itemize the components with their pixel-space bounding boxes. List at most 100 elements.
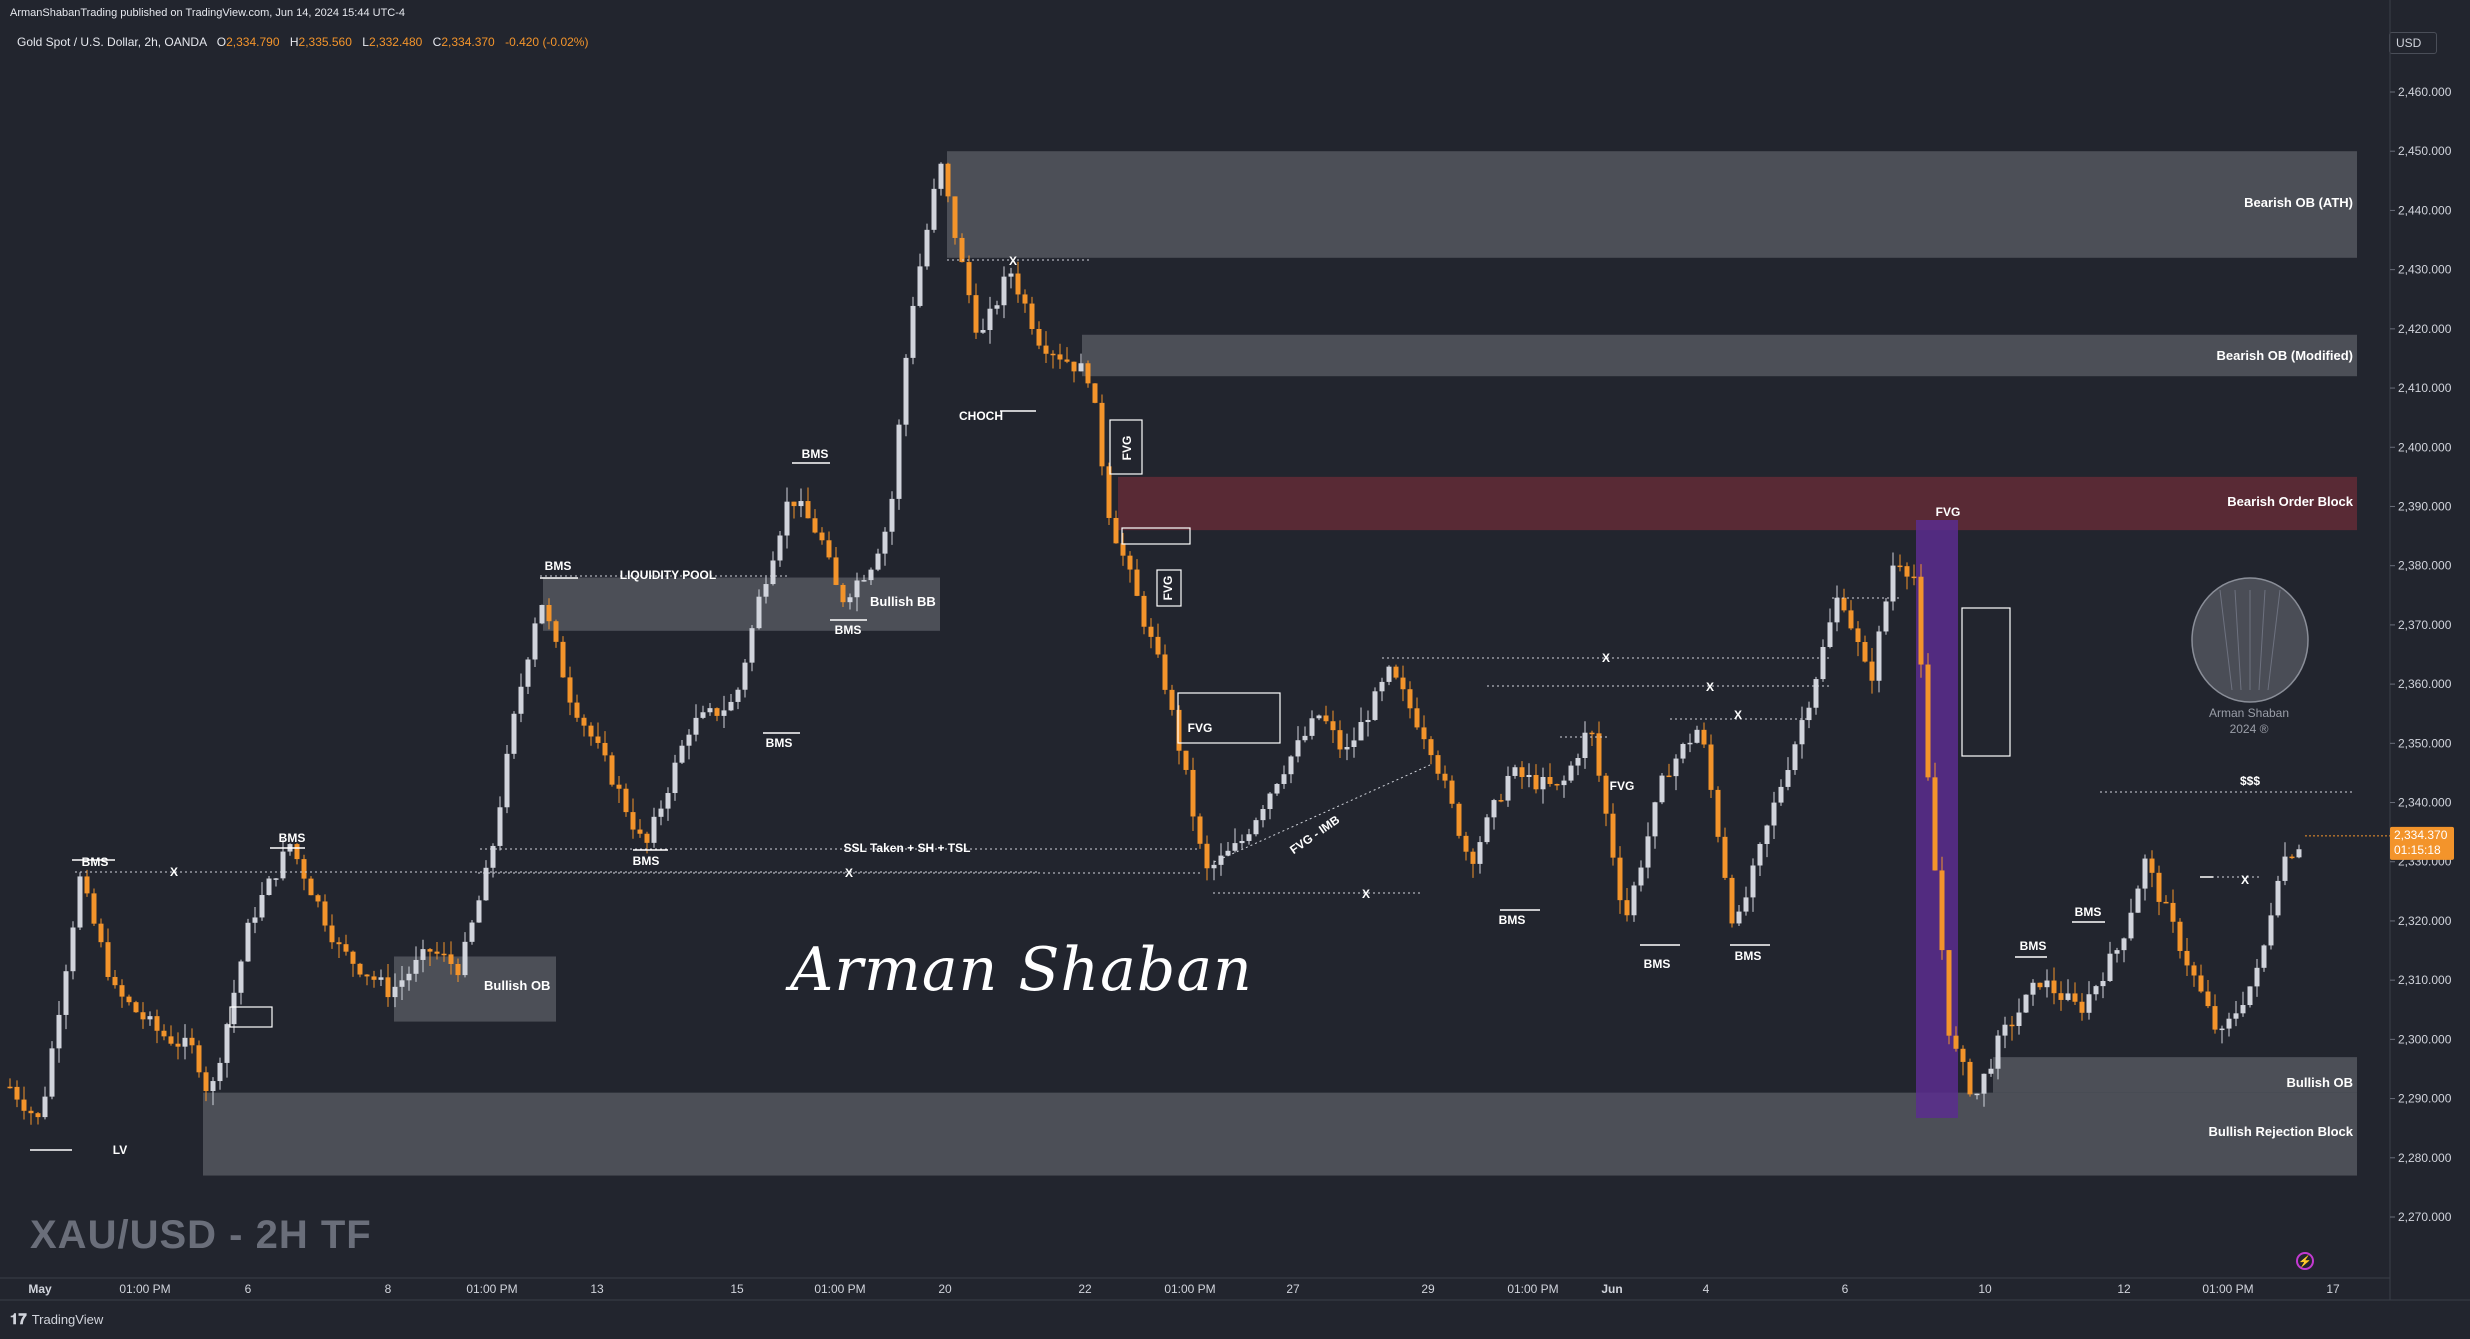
candle-body: [742, 662, 748, 690]
candle-body: [1106, 466, 1112, 518]
candle: [826, 531, 832, 560]
candle: [385, 964, 391, 1007]
candle-body: [154, 1016, 160, 1031]
candle: [301, 854, 307, 891]
candle: [637, 819, 643, 838]
candle-body: [1071, 361, 1077, 372]
candle-body: [1799, 720, 1805, 745]
candle: [1603, 772, 1609, 827]
candle-body: [1428, 739, 1434, 756]
y-tick-label: 2,270.000: [2398, 1210, 2452, 1224]
candle: [1687, 733, 1693, 753]
candle-body: [1988, 1068, 1994, 1074]
candle-body: [483, 867, 489, 901]
annotation-bms: BMS: [766, 736, 793, 750]
candle: [1526, 763, 1532, 788]
candle: [378, 969, 384, 987]
brand-brain-icon-line: [2219, 589, 2233, 691]
lightning-icon[interactable]: ⚡: [2296, 1252, 2314, 1270]
candle-body: [1043, 345, 1049, 354]
candle: [1701, 722, 1707, 749]
candle: [2275, 875, 2281, 918]
candle-body: [1764, 825, 1770, 844]
change-value: -0.420 (-0.02%): [505, 35, 589, 49]
candle: [1421, 715, 1427, 750]
candle-body: [2016, 1012, 2022, 1027]
ohlc-legend: Gold Spot / U.S. Dollar, 2h, OANDA O2,33…: [17, 35, 588, 49]
candle-body: [1673, 758, 1679, 777]
tradingview-footer[interactable]: 𝟏𝟕 TradingView: [10, 1311, 103, 1328]
candle-body: [973, 295, 979, 333]
candle: [105, 928, 111, 981]
candle: [1953, 1026, 1959, 1052]
candle: [1029, 296, 1035, 335]
candle-body: [42, 1096, 48, 1118]
candle: [1827, 608, 1833, 649]
candle-body: [266, 878, 272, 896]
candle: [1911, 564, 1917, 586]
zone-label: Bearish OB (Modified): [2216, 348, 2353, 363]
candle-body: [1288, 756, 1294, 775]
candle-body: [294, 844, 300, 860]
candle-body: [1092, 383, 1098, 403]
candle: [889, 491, 895, 545]
candle: [1897, 554, 1903, 572]
candle-body: [1953, 1035, 1959, 1049]
candle-body: [889, 498, 895, 532]
candle: [2282, 842, 2288, 886]
x-tick-label: 27: [1286, 1282, 1300, 1296]
candle: [434, 941, 440, 960]
candle: [1757, 842, 1763, 877]
candle: [1498, 793, 1504, 803]
candle-body: [917, 266, 923, 306]
candle: [1183, 750, 1189, 775]
candle-body: [987, 308, 993, 331]
candle: [917, 253, 923, 308]
candle-body: [924, 229, 930, 267]
candle-body: [553, 621, 559, 642]
candle-body: [1925, 664, 1931, 778]
candle-body: [980, 330, 986, 333]
candle: [861, 574, 867, 582]
candle: [651, 807, 657, 848]
candle-body: [2114, 950, 2120, 954]
candle-body: [1078, 363, 1084, 372]
candle: [567, 666, 573, 716]
candle-body: [1099, 402, 1105, 467]
candle-body: [420, 949, 426, 960]
candle: [588, 722, 594, 746]
candle: [560, 636, 566, 678]
candle-body: [203, 1072, 209, 1092]
symbol-name[interactable]: Gold Spot / U.S. Dollar, 2h, OANDA: [17, 35, 207, 49]
candle-body: [1064, 359, 1070, 362]
candle-body: [1960, 1048, 1966, 1062]
candle: [1113, 510, 1119, 544]
candle: [1932, 762, 1938, 871]
candle-body: [2198, 975, 2204, 992]
annotation-bms: BMS: [279, 831, 306, 845]
candle-body: [252, 917, 258, 923]
y-tick-label: 2,410.000: [2398, 381, 2452, 395]
candle-body: [609, 755, 615, 785]
candle: [497, 796, 503, 851]
candle: [1736, 905, 1742, 927]
candle-body: [2191, 965, 2197, 976]
candle-body: [273, 878, 279, 880]
candle-body: [574, 702, 580, 718]
candle: [1876, 625, 1882, 693]
candle-body: [714, 708, 720, 716]
candle-body: [231, 992, 237, 1025]
candle: [189, 1028, 195, 1054]
fvg-box: [1109, 419, 1143, 475]
candle: [798, 488, 804, 518]
candle: [1043, 331, 1049, 363]
candle-body: [938, 163, 944, 189]
candle: [833, 546, 839, 586]
candle: [1071, 361, 1077, 383]
candle: [49, 1041, 55, 1100]
candle: [574, 694, 580, 722]
candle-body: [616, 784, 622, 789]
candle: [2163, 895, 2169, 904]
candle-body: [1981, 1073, 1987, 1094]
